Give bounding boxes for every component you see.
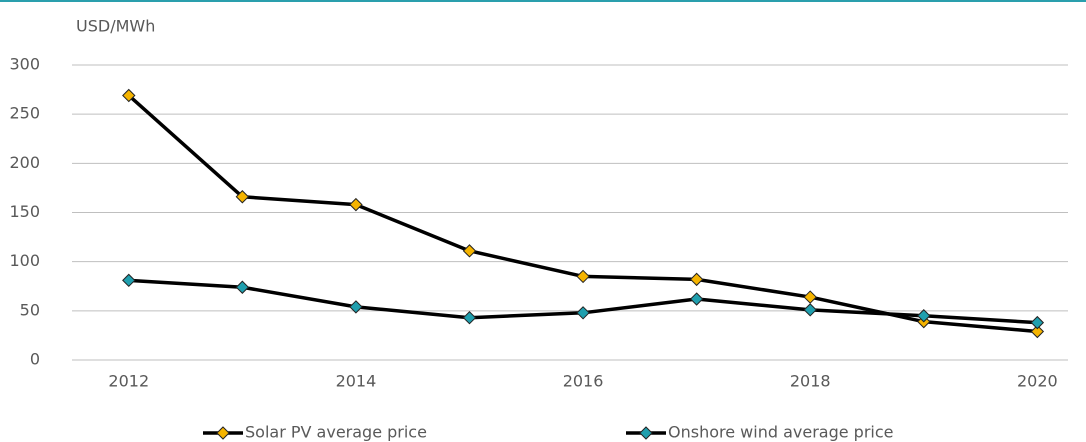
data-point <box>576 306 590 320</box>
y-tick-label: 0 <box>30 350 40 369</box>
y-tick-label: 300 <box>9 55 40 74</box>
legend-label: Solar PV average price <box>245 423 427 442</box>
data-point <box>576 269 590 284</box>
data-point <box>1030 315 1045 330</box>
data-point <box>1030 324 1045 339</box>
legend-symbol-marker <box>639 426 653 440</box>
series-line <box>127 94 1038 334</box>
data-point <box>462 244 477 258</box>
y-axis-unit: USD/MWh <box>76 17 155 36</box>
data-point <box>349 300 363 314</box>
x-tick-label: 2016 <box>563 372 604 391</box>
data-point <box>122 273 136 288</box>
y-tick-label: 50 <box>20 300 40 319</box>
data-point <box>122 88 136 103</box>
x-tick-label: 2014 <box>336 372 377 391</box>
x-tick-label: 2018 <box>790 372 831 391</box>
data-point <box>235 190 250 204</box>
data-point <box>689 272 704 287</box>
y-tick-label: 100 <box>9 251 40 270</box>
data-point <box>462 311 477 325</box>
y-tick-label: 250 <box>9 104 40 123</box>
data-point <box>349 197 363 212</box>
data-point <box>917 309 931 323</box>
y-tick-label: 200 <box>9 153 40 172</box>
data-point <box>689 292 704 306</box>
legend-symbol-marker <box>216 426 230 440</box>
data-point <box>803 290 817 304</box>
x-tick-label: 2012 <box>108 372 149 391</box>
data-point <box>803 303 817 317</box>
x-tick-label: 2020 <box>1017 372 1058 391</box>
data-point <box>235 280 250 294</box>
y-tick-label: 150 <box>9 202 40 221</box>
legend-label: Onshore wind average price <box>668 423 893 442</box>
